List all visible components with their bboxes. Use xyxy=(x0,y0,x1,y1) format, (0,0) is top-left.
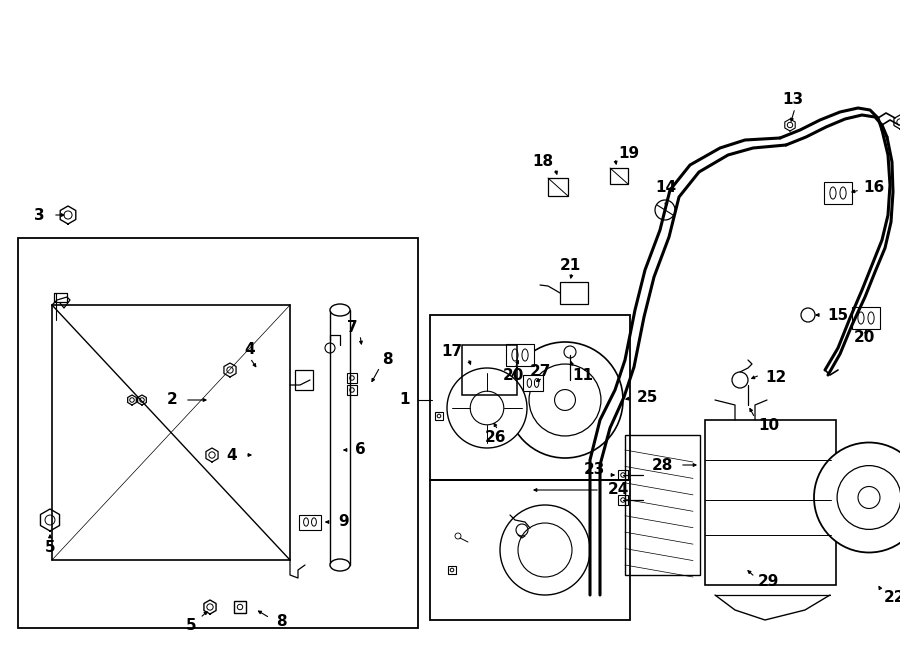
Bar xyxy=(234,601,246,613)
Bar xyxy=(18,238,418,628)
Bar xyxy=(299,514,321,529)
Text: 19: 19 xyxy=(618,145,639,161)
Text: 25: 25 xyxy=(637,391,659,405)
Bar xyxy=(330,310,350,565)
Text: 3: 3 xyxy=(34,208,45,223)
Bar xyxy=(506,344,534,366)
Text: 26: 26 xyxy=(484,430,506,446)
Text: 12: 12 xyxy=(765,371,787,385)
Text: 16: 16 xyxy=(863,180,884,194)
Ellipse shape xyxy=(330,304,350,316)
Text: 10: 10 xyxy=(758,418,779,432)
Text: 6: 6 xyxy=(355,442,365,457)
Text: 5: 5 xyxy=(45,541,55,555)
Bar xyxy=(625,435,700,575)
Text: 8: 8 xyxy=(276,615,286,629)
Bar xyxy=(448,566,456,574)
Text: 14: 14 xyxy=(655,180,677,196)
Text: 9: 9 xyxy=(338,514,348,529)
Circle shape xyxy=(814,442,900,553)
Text: 17: 17 xyxy=(441,344,462,360)
Bar xyxy=(295,370,313,390)
Bar xyxy=(705,420,836,585)
Circle shape xyxy=(507,342,623,458)
Text: 18: 18 xyxy=(532,155,553,169)
Text: 27: 27 xyxy=(529,364,551,379)
Text: 13: 13 xyxy=(782,93,804,108)
Text: 29: 29 xyxy=(758,574,779,590)
Text: 1: 1 xyxy=(400,393,410,407)
Bar xyxy=(462,345,517,395)
Bar xyxy=(610,168,628,184)
Text: 21: 21 xyxy=(560,258,580,272)
Circle shape xyxy=(447,368,527,448)
Bar xyxy=(560,282,588,304)
Text: 22: 22 xyxy=(884,590,900,605)
Text: 20: 20 xyxy=(853,330,875,346)
Bar xyxy=(430,480,630,620)
Bar xyxy=(347,373,357,383)
Text: 24: 24 xyxy=(608,483,629,498)
Bar xyxy=(435,412,443,420)
Bar xyxy=(430,315,630,480)
Bar xyxy=(347,385,357,395)
Text: 4: 4 xyxy=(245,342,256,358)
Bar xyxy=(852,307,880,329)
Text: 4: 4 xyxy=(227,447,237,463)
Bar xyxy=(618,470,628,480)
Text: 15: 15 xyxy=(827,307,848,323)
Text: 28: 28 xyxy=(652,457,673,473)
Bar xyxy=(548,178,568,196)
Bar xyxy=(618,495,628,505)
Bar xyxy=(824,182,852,204)
Text: 8: 8 xyxy=(382,352,392,368)
Text: 20: 20 xyxy=(502,368,524,383)
Text: 5: 5 xyxy=(185,617,196,633)
Text: 11: 11 xyxy=(572,368,593,383)
Ellipse shape xyxy=(330,559,350,571)
Text: 7: 7 xyxy=(347,319,358,334)
Text: 23: 23 xyxy=(583,463,605,477)
Bar xyxy=(523,375,543,391)
Text: 2: 2 xyxy=(166,393,177,407)
Circle shape xyxy=(500,505,590,595)
